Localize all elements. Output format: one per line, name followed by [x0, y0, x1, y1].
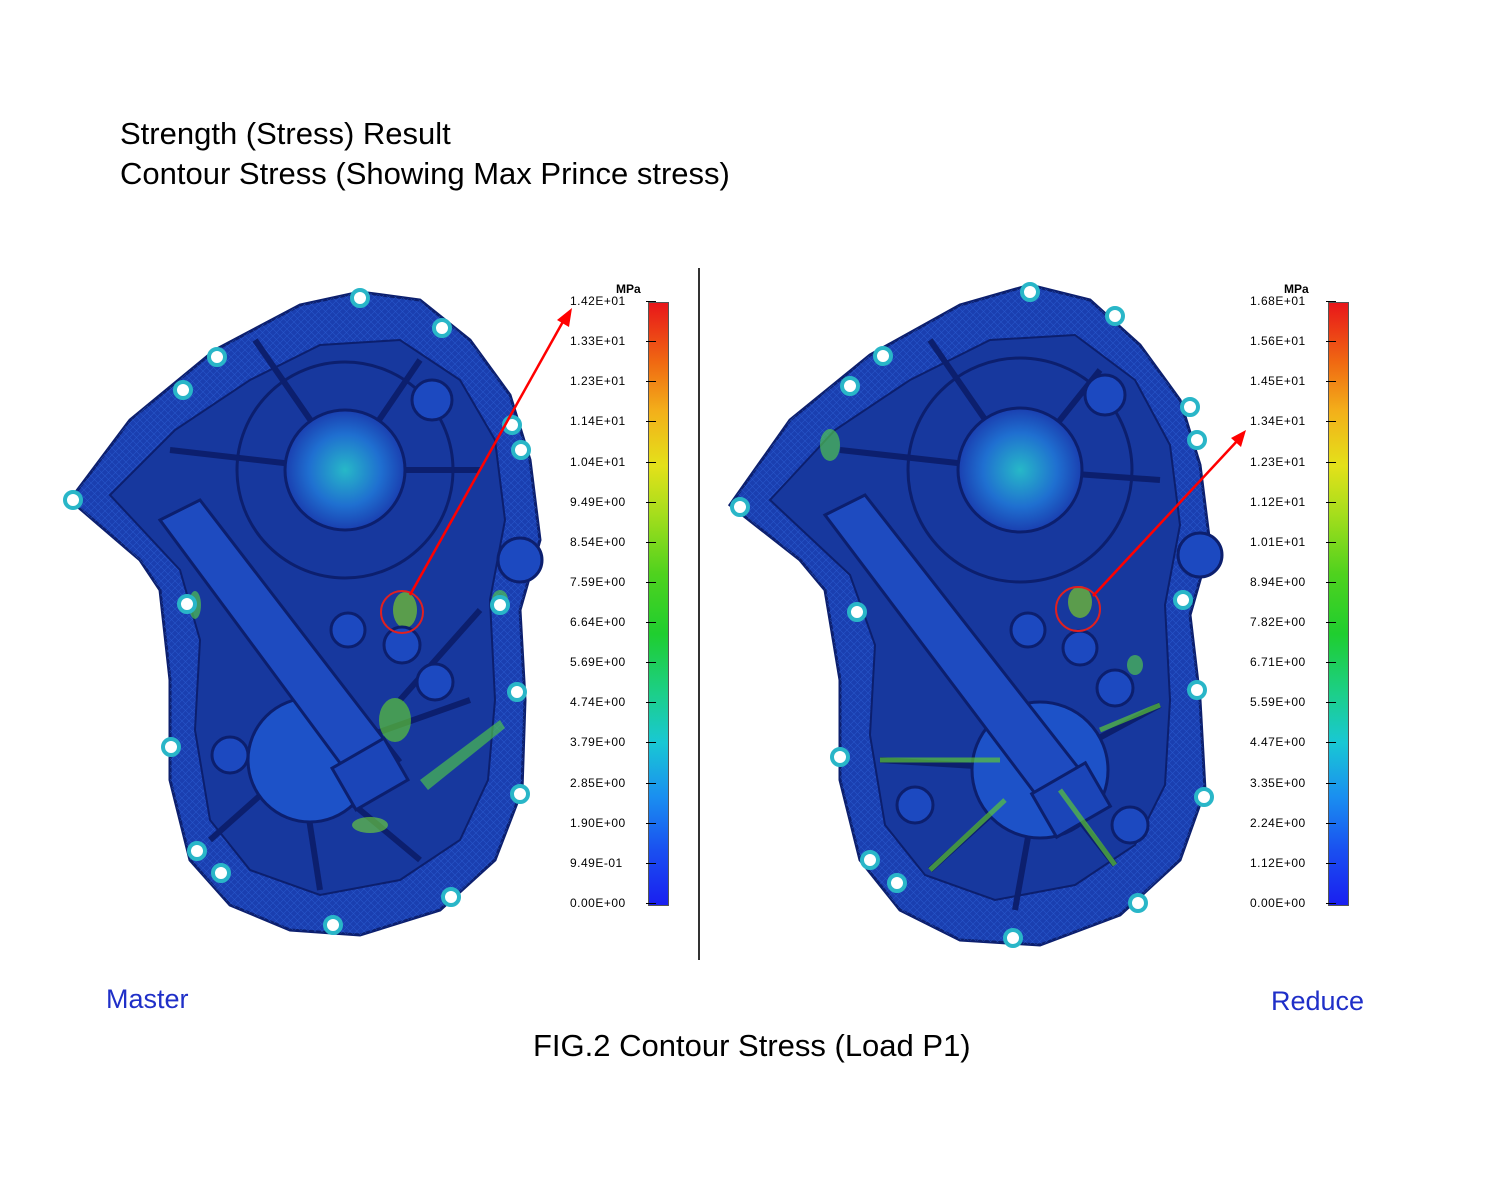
reduce-legend-tick: 3.35E+00 — [1250, 775, 1336, 790]
figure-title: Strength (Stress) Result — [120, 116, 451, 151]
master-legend-tick: 1.42E+01 — [570, 294, 656, 308]
master-legend-tick: 9.49E+00 — [570, 494, 656, 509]
figure-subtitle: Contour Stress (Showing Max Prince stres… — [120, 156, 730, 191]
reduce-max-stress-highlight — [1055, 586, 1101, 632]
master-legend-tick: 5.69E+00 — [570, 655, 656, 670]
reduce-legend-tick: 5.59E+00 — [1250, 695, 1336, 710]
master-legend-tick: 7.59E+00 — [570, 574, 656, 589]
master-legend-tick: 1.14E+01 — [570, 414, 656, 429]
master-legend-tick: 6.64E+00 — [570, 615, 656, 630]
master-stress-legend: MPa 1.42E+01 1.33E+01 1.23E+01 1.14E+01 1.04… — [560, 282, 680, 922]
reduce-legend-tick: 1.68E+01 — [1250, 294, 1336, 308]
master-legend-tick: 4.74E+00 — [570, 695, 656, 710]
reduce-legend-tick: 2.24E+00 — [1250, 815, 1336, 830]
reduce-legend-tick: 7.82E+00 — [1250, 615, 1336, 630]
master-legend-tick: 1.23E+01 — [570, 374, 656, 389]
master-max-stress-arrow — [408, 317, 567, 596]
reduce-max-stress-arrow — [1092, 439, 1239, 597]
reduce-legend-tick: 8.94E+00 — [1250, 574, 1336, 589]
reduce-label: Reduce — [1271, 986, 1365, 1016]
reduce-legend-tick: 0.00E+00 — [1250, 896, 1336, 910]
master-legend-tick: 8.54E+00 — [570, 534, 656, 549]
master-max-stress-highlight — [380, 590, 424, 634]
panel-divider — [698, 268, 700, 960]
reduce-stress-contour-plot — [727, 282, 1246, 948]
master-label: Master — [106, 984, 189, 1014]
reduce-legend-tick: 1.34E+01 — [1250, 414, 1336, 429]
reduce-legend-tick: 1.23E+01 — [1250, 454, 1336, 469]
reduce-legend-tick: 1.56E+01 — [1250, 334, 1336, 349]
master-legend-colorbar — [648, 302, 669, 906]
reduce-legend-tick: 6.71E+00 — [1250, 655, 1336, 670]
master-legend-tick: 9.49E-01 — [570, 855, 656, 870]
reduce-legend-tick: 1.01E+01 — [1250, 534, 1336, 549]
reduce-legend-tick: 4.47E+00 — [1250, 735, 1336, 750]
master-legend-tick: 2.85E+00 — [570, 775, 656, 790]
reduce-legend-tick: 1.45E+01 — [1250, 374, 1336, 389]
reduce-legend-unit: MPa — [1284, 282, 1309, 296]
master-legend-tick: 0.00E+00 — [570, 896, 656, 910]
master-stress-contour-plot — [63, 288, 572, 937]
master-legend-unit: MPa — [616, 282, 641, 296]
reduce-legend-tick: 1.12E+00 — [1250, 855, 1336, 870]
master-legend-tick: 1.90E+00 — [570, 815, 656, 830]
reduce-legend-colorbar — [1328, 302, 1349, 906]
master-legend-tick: 1.04E+01 — [570, 454, 656, 469]
reduce-legend-tick: 1.12E+01 — [1250, 494, 1336, 509]
master-legend-tick: 1.33E+01 — [570, 334, 656, 349]
master-legend-tick: 3.79E+00 — [570, 735, 656, 750]
reduce-stress-legend: MPa 1.68E+01 1.56E+01 1.45E+01 1.34E+01 1.23… — [1240, 282, 1360, 922]
figure-caption: FIG.2 Contour Stress (Load P1) — [533, 1028, 971, 1063]
